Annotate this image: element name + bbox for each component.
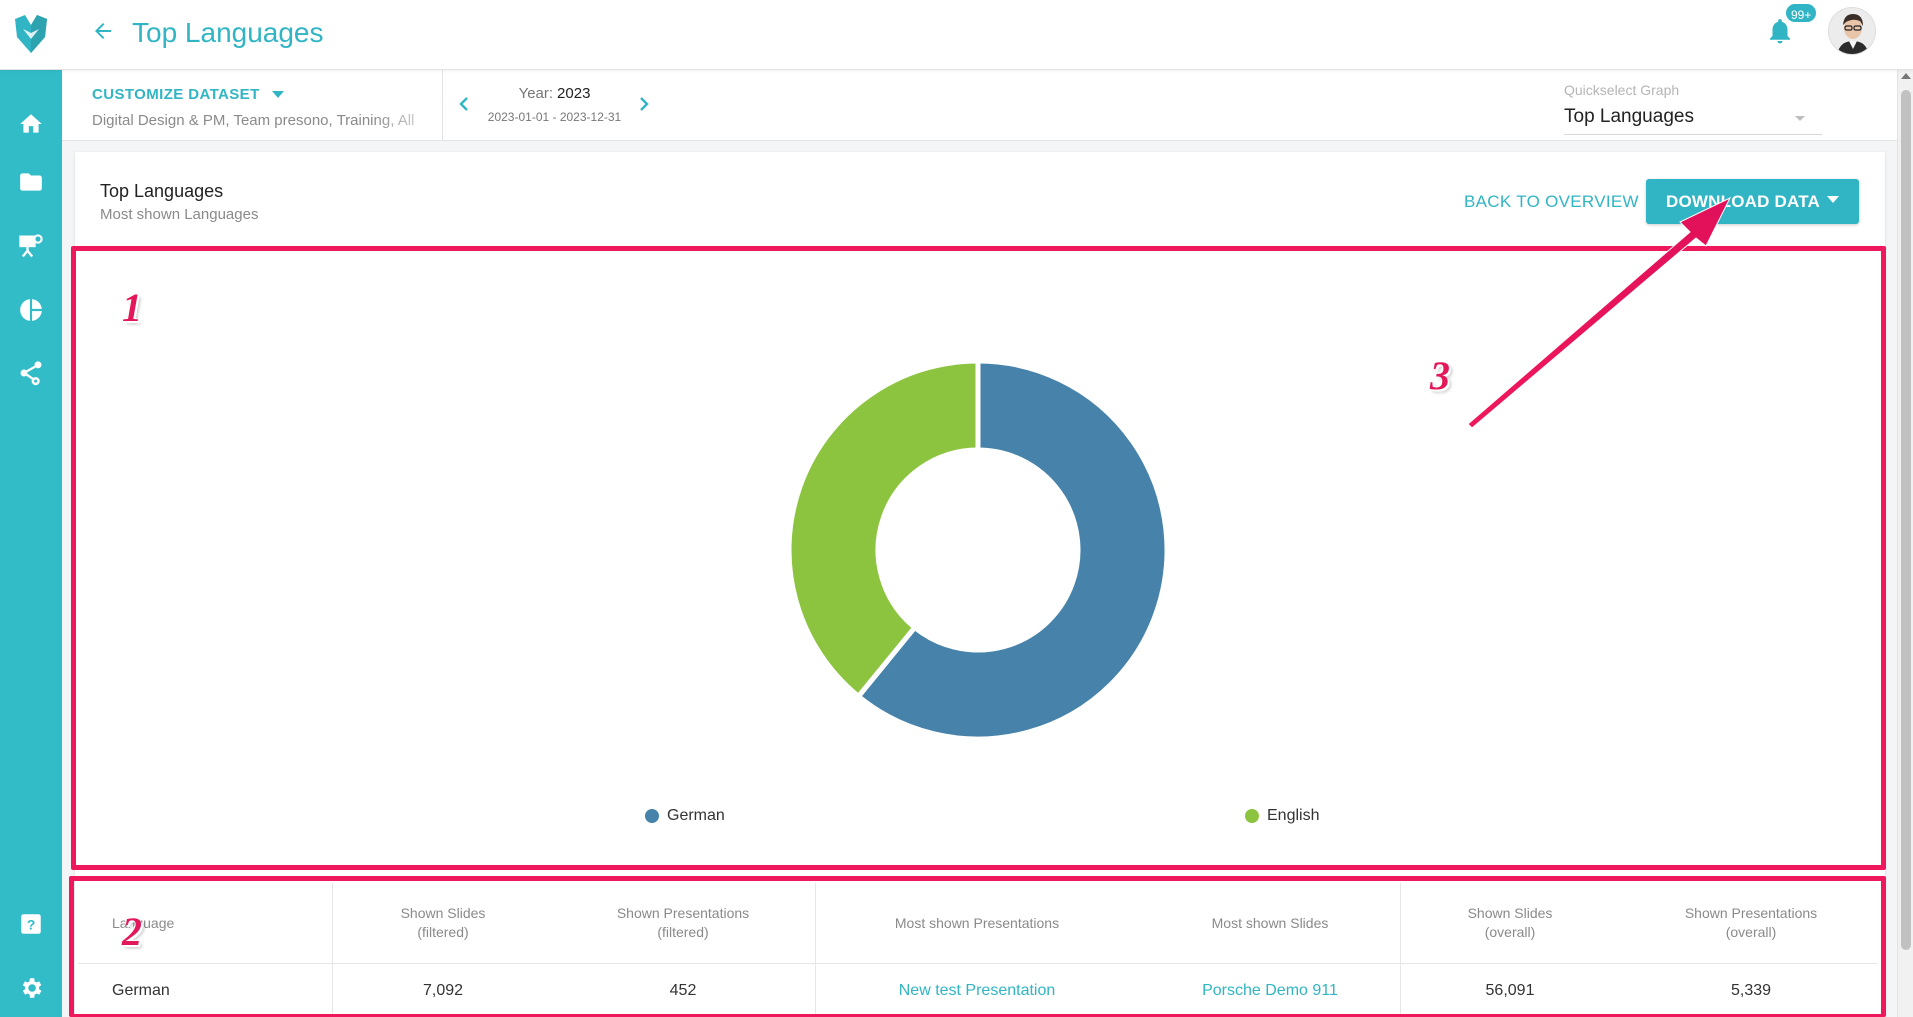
settings-gear-icon[interactable] (13, 970, 49, 1006)
th-most-shown-slides[interactable]: Most shown Slides (1211, 915, 1329, 931)
notification-bell-icon[interactable] (1765, 16, 1795, 46)
column-divider (815, 883, 816, 1017)
app-logo[interactable] (0, 0, 62, 70)
folder-icon[interactable] (13, 164, 49, 200)
legend-label-english: English (1267, 807, 1320, 824)
th-most-shown-presentations[interactable]: Most shown Presentations (894, 915, 1060, 931)
th-shown-slides-overall[interactable]: Shown Slides (overall) (1410, 904, 1610, 942)
year-selector: Year: 2023 (482, 85, 627, 102)
annotation-label-3: 3 (1430, 353, 1450, 398)
pie-chart-icon[interactable] (13, 292, 49, 328)
year-value: 2023 (557, 85, 591, 102)
cell-most-shown-presentation-link[interactable]: New test Presentation (898, 982, 1056, 999)
cell-most-shown-slide-link[interactable]: Porsche Demo 911 (1202, 982, 1338, 999)
th-language[interactable]: Language (112, 915, 175, 931)
row-divider (78, 963, 1878, 964)
quickselect-label: Quickselect Graph (1564, 82, 1680, 98)
page-title: Top Languages (132, 17, 324, 48)
scrollbar-thumb[interactable] (1901, 90, 1911, 950)
help-icon[interactable]: ? (13, 906, 49, 942)
th-line: (overall) (1484, 924, 1536, 940)
card-title: Top Languages (100, 181, 224, 201)
year-next-chevron-icon[interactable] (632, 92, 656, 116)
quickselect-underline (1564, 134, 1822, 135)
download-data-button[interactable]: DOWNLOAD DATA (1646, 179, 1859, 224)
legend-item-german[interactable]: German (645, 807, 725, 825)
user-avatar[interactable] (1828, 7, 1876, 55)
fox-logo-icon (15, 15, 47, 53)
download-data-label: DOWNLOAD DATA (1666, 192, 1820, 211)
annotation-box-chart (71, 246, 1886, 870)
presentation-icon[interactable] (13, 228, 49, 264)
notification-badge: 99+ (1784, 2, 1819, 24)
legend-dot-german (645, 809, 659, 823)
th-line: Shown Slides (1467, 905, 1553, 921)
annotation-label-2: 2 (122, 909, 142, 954)
legend-item-english[interactable]: English (1245, 807, 1319, 825)
scroll-up-arrow-icon[interactable] (1901, 73, 1911, 79)
cell-presentations-filtered: 452 (669, 982, 697, 999)
date-range: 2023-01-01 - 2023-12-31 (487, 110, 622, 124)
year-label: Year: (518, 85, 554, 102)
share-settings-icon[interactable] (13, 355, 49, 391)
annotation-label-1: 1 (122, 285, 142, 330)
sidebar: ? (0, 70, 62, 1017)
cell-slides-overall: 56,091 (1485, 982, 1535, 999)
th-line: Shown Slides (400, 905, 486, 921)
caret-down-icon[interactable] (1827, 196, 1839, 203)
th-line: (overall) (1725, 924, 1777, 940)
dataset-description: Digital Design & PM, Team presono, Train… (92, 112, 415, 129)
back-to-overview-button[interactable]: BACK TO OVERVIEW (1464, 192, 1639, 211)
quickselect-caret-icon[interactable] (1792, 110, 1808, 126)
quickselect-select[interactable]: Top Languages (1564, 106, 1694, 127)
page-scrollbar[interactable] (1897, 70, 1913, 1017)
th-line: Shown Presentations (616, 905, 750, 921)
cell-slides-filtered: 7,092 (422, 982, 464, 999)
top-bar: Top Languages 99+ (0, 0, 1913, 70)
caret-down-icon (271, 90, 284, 98)
cell-language: German (112, 982, 170, 999)
th-line: (filtered) (657, 924, 709, 940)
svg-text:?: ? (27, 916, 36, 932)
cell-presentations-overall: 5,339 (1730, 982, 1772, 999)
th-shown-presentations-filtered[interactable]: Shown Presentations (filtered) (583, 904, 783, 942)
annotation-box-table (69, 876, 1886, 1017)
column-divider (1400, 883, 1401, 1017)
th-line: (filtered) (417, 924, 469, 940)
customize-dataset-label: CUSTOMIZE DATASET (92, 86, 260, 103)
card-subtitle: Most shown Languages (100, 206, 259, 223)
home-icon[interactable] (13, 106, 49, 142)
legend-dot-english (1245, 809, 1259, 823)
divider (442, 70, 443, 140)
back-arrow-icon[interactable] (88, 16, 118, 46)
th-shown-presentations-overall[interactable]: Shown Presentations (overall) (1651, 904, 1851, 942)
dataset-fade (372, 110, 454, 132)
filter-bar: CUSTOMIZE DATASET Digital Design & PM, T… (62, 70, 1897, 141)
th-line: Shown Presentations (1684, 905, 1818, 921)
customize-dataset-button[interactable]: CUSTOMIZE DATASET (92, 86, 284, 103)
column-divider (332, 883, 333, 1017)
legend-label-german: German (667, 807, 725, 824)
year-prev-chevron-icon[interactable] (452, 92, 476, 116)
th-shown-slides-filtered[interactable]: Shown Slides (filtered) (343, 904, 543, 942)
